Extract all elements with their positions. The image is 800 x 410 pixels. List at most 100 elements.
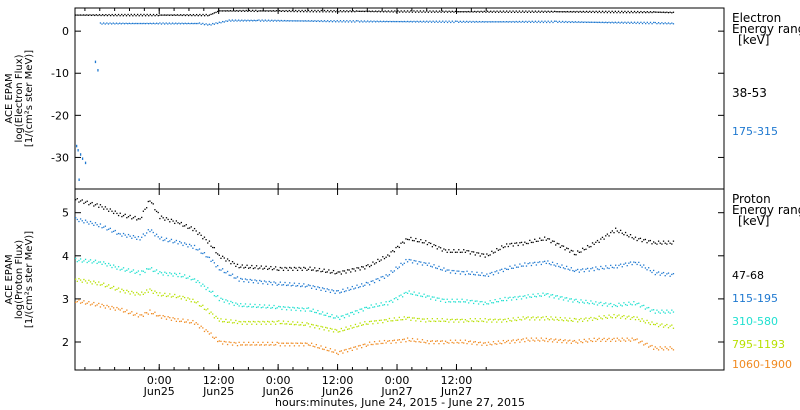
data-point bbox=[466, 11, 468, 13]
data-point bbox=[278, 283, 280, 286]
data-point bbox=[155, 210, 158, 213]
data-point bbox=[492, 341, 495, 343]
data-point bbox=[137, 270, 140, 272]
data-point bbox=[350, 325, 352, 327]
data-point bbox=[472, 320, 475, 323]
data-point bbox=[98, 302, 100, 305]
data-point bbox=[354, 270, 357, 272]
data-point bbox=[109, 227, 111, 230]
data-point bbox=[336, 315, 338, 317]
data-point bbox=[406, 292, 409, 294]
data-point bbox=[431, 340, 434, 342]
data-point bbox=[124, 310, 126, 313]
data-point bbox=[616, 11, 618, 14]
data-point bbox=[93, 261, 95, 263]
data-point bbox=[501, 11, 503, 13]
y-axis-label: [1/(cm²s ster MeV)] bbox=[24, 50, 35, 147]
data-point bbox=[585, 268, 587, 270]
legend-title: Energy range bbox=[732, 203, 800, 217]
data-point bbox=[556, 318, 558, 321]
data-point bbox=[233, 341, 235, 344]
data-point bbox=[628, 339, 630, 341]
data-point bbox=[479, 301, 481, 303]
data-point bbox=[654, 11, 656, 13]
data-point bbox=[570, 342, 572, 344]
data-point bbox=[114, 13, 117, 16]
data-point bbox=[159, 217, 161, 220]
data-point bbox=[621, 266, 623, 268]
data-point bbox=[236, 9, 238, 12]
data-point bbox=[160, 14, 163, 16]
data-point bbox=[382, 275, 384, 278]
data-point bbox=[624, 303, 627, 306]
data-point bbox=[440, 21, 442, 24]
data-point bbox=[282, 9, 284, 12]
data-point bbox=[485, 11, 487, 13]
data-point bbox=[159, 22, 161, 24]
data-point bbox=[207, 242, 209, 244]
data-point bbox=[287, 342, 289, 344]
data-point bbox=[169, 221, 171, 223]
data-point bbox=[434, 11, 436, 13]
data-point bbox=[469, 273, 471, 275]
data-point bbox=[134, 272, 136, 274]
data-point bbox=[198, 232, 201, 234]
data-point bbox=[574, 21, 577, 23]
data-point bbox=[517, 244, 519, 247]
data-point bbox=[154, 235, 156, 237]
data-point bbox=[636, 263, 638, 266]
data-point bbox=[78, 220, 80, 223]
data-point bbox=[193, 227, 196, 230]
data-point bbox=[573, 21, 575, 24]
data-point bbox=[84, 280, 87, 282]
data-point bbox=[205, 13, 207, 16]
data-point bbox=[534, 319, 536, 321]
data-point bbox=[416, 10, 418, 12]
data-point bbox=[595, 241, 597, 243]
series-175-315 bbox=[99, 19, 675, 26]
data-point bbox=[621, 315, 623, 318]
data-point bbox=[282, 342, 285, 344]
data-point bbox=[491, 344, 493, 346]
data-point bbox=[136, 219, 138, 221]
data-point bbox=[598, 268, 600, 271]
data-point bbox=[190, 279, 192, 281]
data-point bbox=[368, 307, 371, 309]
data-point bbox=[263, 280, 266, 282]
data-point bbox=[585, 10, 588, 13]
data-point bbox=[550, 338, 552, 340]
data-point bbox=[533, 21, 535, 24]
data-point bbox=[549, 11, 551, 13]
data-point bbox=[345, 290, 347, 292]
data-point bbox=[285, 267, 288, 269]
data-point bbox=[550, 316, 552, 318]
data-point bbox=[285, 9, 287, 12]
data-point bbox=[213, 337, 216, 339]
data-point bbox=[295, 323, 297, 326]
data-point bbox=[274, 344, 277, 346]
data-point bbox=[474, 300, 476, 302]
data-point bbox=[268, 280, 270, 283]
data-point bbox=[509, 342, 511, 344]
data-point bbox=[487, 254, 490, 257]
data-point bbox=[157, 315, 159, 317]
data-point bbox=[456, 341, 458, 344]
data-point bbox=[190, 245, 192, 247]
data-point bbox=[462, 11, 465, 13]
data-point bbox=[92, 14, 94, 16]
data-point bbox=[293, 324, 296, 326]
data-point bbox=[101, 23, 103, 25]
data-point bbox=[225, 260, 227, 262]
data-point bbox=[633, 21, 636, 23]
data-point bbox=[264, 10, 266, 12]
data-point bbox=[360, 10, 362, 13]
data-point bbox=[354, 310, 357, 312]
series-795-1193 bbox=[75, 278, 675, 333]
data-point bbox=[413, 240, 415, 242]
data-point bbox=[325, 314, 327, 316]
data-point bbox=[589, 10, 591, 13]
data-point bbox=[243, 320, 245, 323]
data-point bbox=[165, 14, 167, 16]
data-point bbox=[210, 311, 212, 313]
data-point bbox=[402, 11, 404, 13]
